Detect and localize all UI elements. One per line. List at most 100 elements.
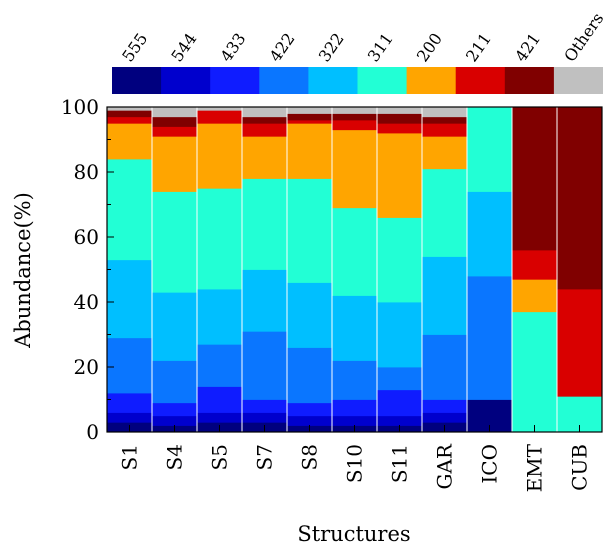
legend-label-544: 544 (167, 29, 200, 65)
bar-segment-s4-544 (152, 415, 198, 426)
bar-segment-s10-422 (332, 360, 378, 400)
bar-segment-s8-211 (287, 120, 333, 124)
bar-segment-s1-311 (107, 159, 153, 261)
legend-swatch-322 (308, 67, 358, 94)
bar-segment-s11-421 (377, 113, 423, 124)
bar-segment-s7-544 (242, 412, 288, 423)
bar-segment-gar-311 (422, 168, 468, 257)
x-tick-label-s1: S1 (118, 444, 142, 470)
bar-segment-s5-311 (197, 188, 243, 290)
bar-segment-gar-422 (422, 334, 468, 400)
bar-segment-ico-311 (467, 107, 513, 192)
bar-segment-emt-421 (512, 107, 558, 251)
bar-segment-s4-421 (152, 116, 198, 127)
legend-label-421: 421 (511, 29, 544, 65)
bar-segment-s4-200 (152, 136, 198, 192)
bar-segment-gar-211 (422, 123, 468, 137)
bar-segment-s7-311 (242, 178, 288, 270)
y-tick-label: 80 (74, 160, 99, 184)
bar-segment-s7-421 (242, 116, 288, 124)
bar-segment-s5-others (197, 107, 243, 111)
bar-segment-s4-others (152, 107, 198, 118)
bar-segment-s10-others (332, 107, 378, 114)
bar-segment-s1-421 (107, 110, 153, 118)
bar-segment-s5-211 (197, 110, 243, 124)
bar-segment-s5-433 (197, 386, 243, 413)
bar-segment-gar-322 (422, 256, 468, 335)
legend: 555 544 433 422 322 311 200 211 421 Others (112, 9, 603, 94)
bar-segment-s8-311 (287, 178, 333, 283)
bar-segment-s5-544 (197, 412, 243, 423)
legend-swatch-200 (406, 67, 457, 94)
bar-segment-s1-433 (107, 393, 153, 413)
bar-segment-s10-322 (332, 295, 378, 361)
bar-segment-gar-200 (422, 136, 468, 170)
bar-segment-s7-422 (242, 331, 288, 400)
bar-segment-s11-211 (377, 123, 423, 134)
bar-segment-cub-421 (557, 107, 603, 290)
bar-segment-emt-200 (512, 279, 558, 313)
legend-swatch-433 (210, 67, 260, 94)
bar-segment-s11-others (377, 107, 423, 114)
bar-segment-gar-544 (422, 412, 468, 423)
bar-segment-s11-311 (377, 217, 423, 303)
x-tick-label-cub: CUB (568, 444, 592, 491)
x-axis-label: Structures (297, 522, 410, 546)
bar-segment-gar-421 (422, 116, 468, 124)
bar-segment-s1-211 (107, 116, 153, 124)
legend-swatch-421 (504, 67, 555, 94)
bar-segment-s4-311 (152, 191, 198, 293)
bar-segment-s8-322 (287, 282, 333, 348)
bars (107, 107, 603, 433)
x-tick-label-s4: S4 (163, 444, 187, 470)
y-tick-label: 40 (74, 290, 99, 314)
x-tick-label-ico: ICO (478, 444, 502, 484)
y-tick-label: 100 (61, 95, 99, 119)
bar-segment-s4-422 (152, 360, 198, 404)
bar-segment-s7-others (242, 107, 288, 118)
x-tick-label-s5: S5 (208, 444, 232, 470)
bar-segment-s8-544 (287, 415, 333, 426)
legend-swatch-311 (357, 67, 407, 94)
legend-label-211: 211 (462, 29, 495, 65)
y-axis-label: Abundance(%) (11, 192, 35, 349)
bar-segment-ico-422 (467, 276, 513, 400)
bar-segment-s1-544 (107, 412, 153, 423)
bar-segment-s1-others (107, 107, 153, 111)
bar-segment-s4-211 (152, 126, 198, 137)
bar-segment-s1-422 (107, 337, 153, 394)
bar-segment-s10-421 (332, 113, 378, 121)
bar-segment-gar-433 (422, 399, 468, 413)
legend-swatch-422 (259, 67, 309, 94)
x-tick-label-gar: GAR (433, 443, 457, 489)
y-tick-label: 20 (74, 355, 99, 379)
legend-swatch-others (553, 67, 603, 94)
x-tick-label-s8: S8 (298, 444, 322, 470)
bar-segment-s7-433 (242, 399, 288, 413)
bar-segment-s1-322 (107, 259, 153, 339)
bar-segment-gar-others (422, 107, 468, 118)
bar-segment-emt-211 (512, 250, 558, 280)
bar-segment-s7-211 (242, 123, 288, 137)
y-axis: 0 20 40 60 80 100 (61, 95, 114, 444)
bar-segment-emt-311 (512, 311, 558, 433)
bar-segment-s11-322 (377, 302, 423, 368)
bar-segment-s7-200 (242, 136, 288, 179)
x-tick-label-s11: S11 (388, 444, 412, 483)
bar-segment-s1-200 (107, 123, 153, 160)
legend-label-433: 433 (216, 29, 249, 65)
bar-segment-s5-322 (197, 289, 243, 345)
bar-segment-s7-322 (242, 269, 288, 332)
bar-segment-s10-311 (332, 207, 378, 296)
y-tick-label: 0 (86, 420, 99, 444)
bar-segment-s4-322 (152, 292, 198, 361)
legend-label-555: 555 (118, 29, 151, 65)
bar-segment-s5-200 (197, 123, 243, 189)
bar-segment-s8-200 (287, 123, 333, 179)
bar-segment-s5-422 (197, 344, 243, 387)
y-tick-label: 60 (74, 225, 99, 249)
bar-segment-s11-200 (377, 133, 423, 218)
legend-swatch-544 (161, 67, 211, 94)
legend-label-others: Others (560, 9, 603, 65)
bar-segment-s8-others (287, 107, 333, 114)
